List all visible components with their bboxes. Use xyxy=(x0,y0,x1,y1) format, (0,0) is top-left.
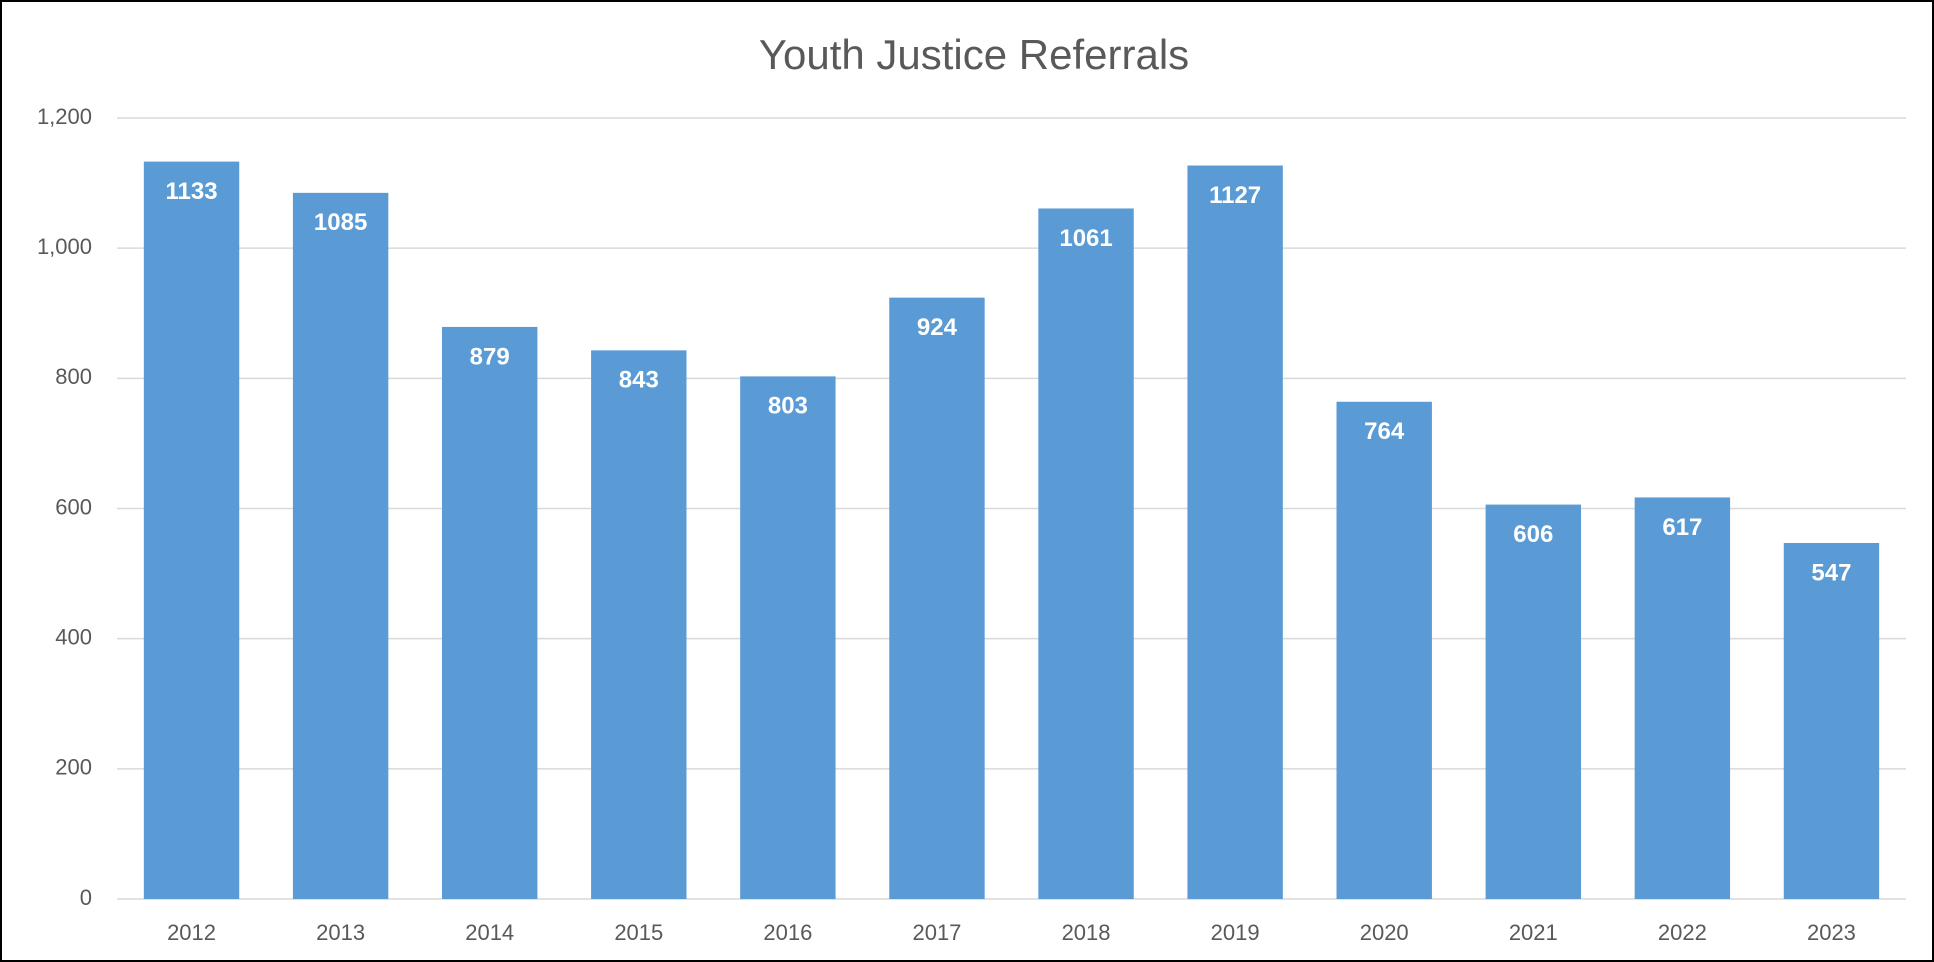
x-tick-label: 2017 xyxy=(912,920,961,945)
x-tick-label: 2016 xyxy=(763,920,812,945)
bar xyxy=(740,376,836,899)
x-tick-label: 2021 xyxy=(1509,920,1558,945)
data-label: 879 xyxy=(470,343,510,370)
data-label: 1133 xyxy=(166,178,218,205)
data-label: 764 xyxy=(1364,418,1405,445)
x-tick-label: 2022 xyxy=(1658,920,1707,945)
bar xyxy=(591,350,687,899)
data-label: 606 xyxy=(1513,521,1553,548)
y-tick-label: 400 xyxy=(55,624,92,649)
chart-title: Youth Justice Referrals xyxy=(759,31,1189,78)
x-tick-label: 2020 xyxy=(1360,920,1409,945)
y-tick-label: 800 xyxy=(55,364,92,389)
bar xyxy=(1038,208,1134,900)
bar xyxy=(292,192,389,900)
x-tick-label: 2019 xyxy=(1211,920,1260,945)
bar xyxy=(1783,542,1880,899)
bar xyxy=(1634,497,1731,899)
bar xyxy=(442,326,538,900)
x-tick-label: 2015 xyxy=(614,920,663,945)
y-tick-label: 600 xyxy=(55,494,92,519)
bar xyxy=(1485,504,1581,899)
x-tick-label: 2013 xyxy=(316,920,365,945)
data-label: 1127 xyxy=(1209,182,1261,209)
data-label: 924 xyxy=(917,314,958,341)
y-tick-label: 0 xyxy=(80,885,92,910)
data-label: 617 xyxy=(1662,514,1702,541)
data-label: 1061 xyxy=(1059,225,1112,252)
bar xyxy=(143,161,240,899)
data-label: 1085 xyxy=(314,209,367,236)
x-tick-label: 2014 xyxy=(465,920,514,945)
bar xyxy=(1187,165,1283,899)
y-tick-label: 1,000 xyxy=(37,234,92,259)
bar xyxy=(889,297,985,899)
data-label: 843 xyxy=(619,367,659,394)
x-tick-label: 2018 xyxy=(1062,920,1111,945)
bar xyxy=(1336,401,1432,899)
x-tick-label: 2023 xyxy=(1807,920,1856,945)
y-tick-label: 200 xyxy=(55,755,92,780)
y-tick-label: 1,200 xyxy=(37,104,92,129)
x-tick-label: 2012 xyxy=(167,920,216,945)
data-label: 803 xyxy=(768,393,808,420)
data-label: 547 xyxy=(1811,559,1851,586)
